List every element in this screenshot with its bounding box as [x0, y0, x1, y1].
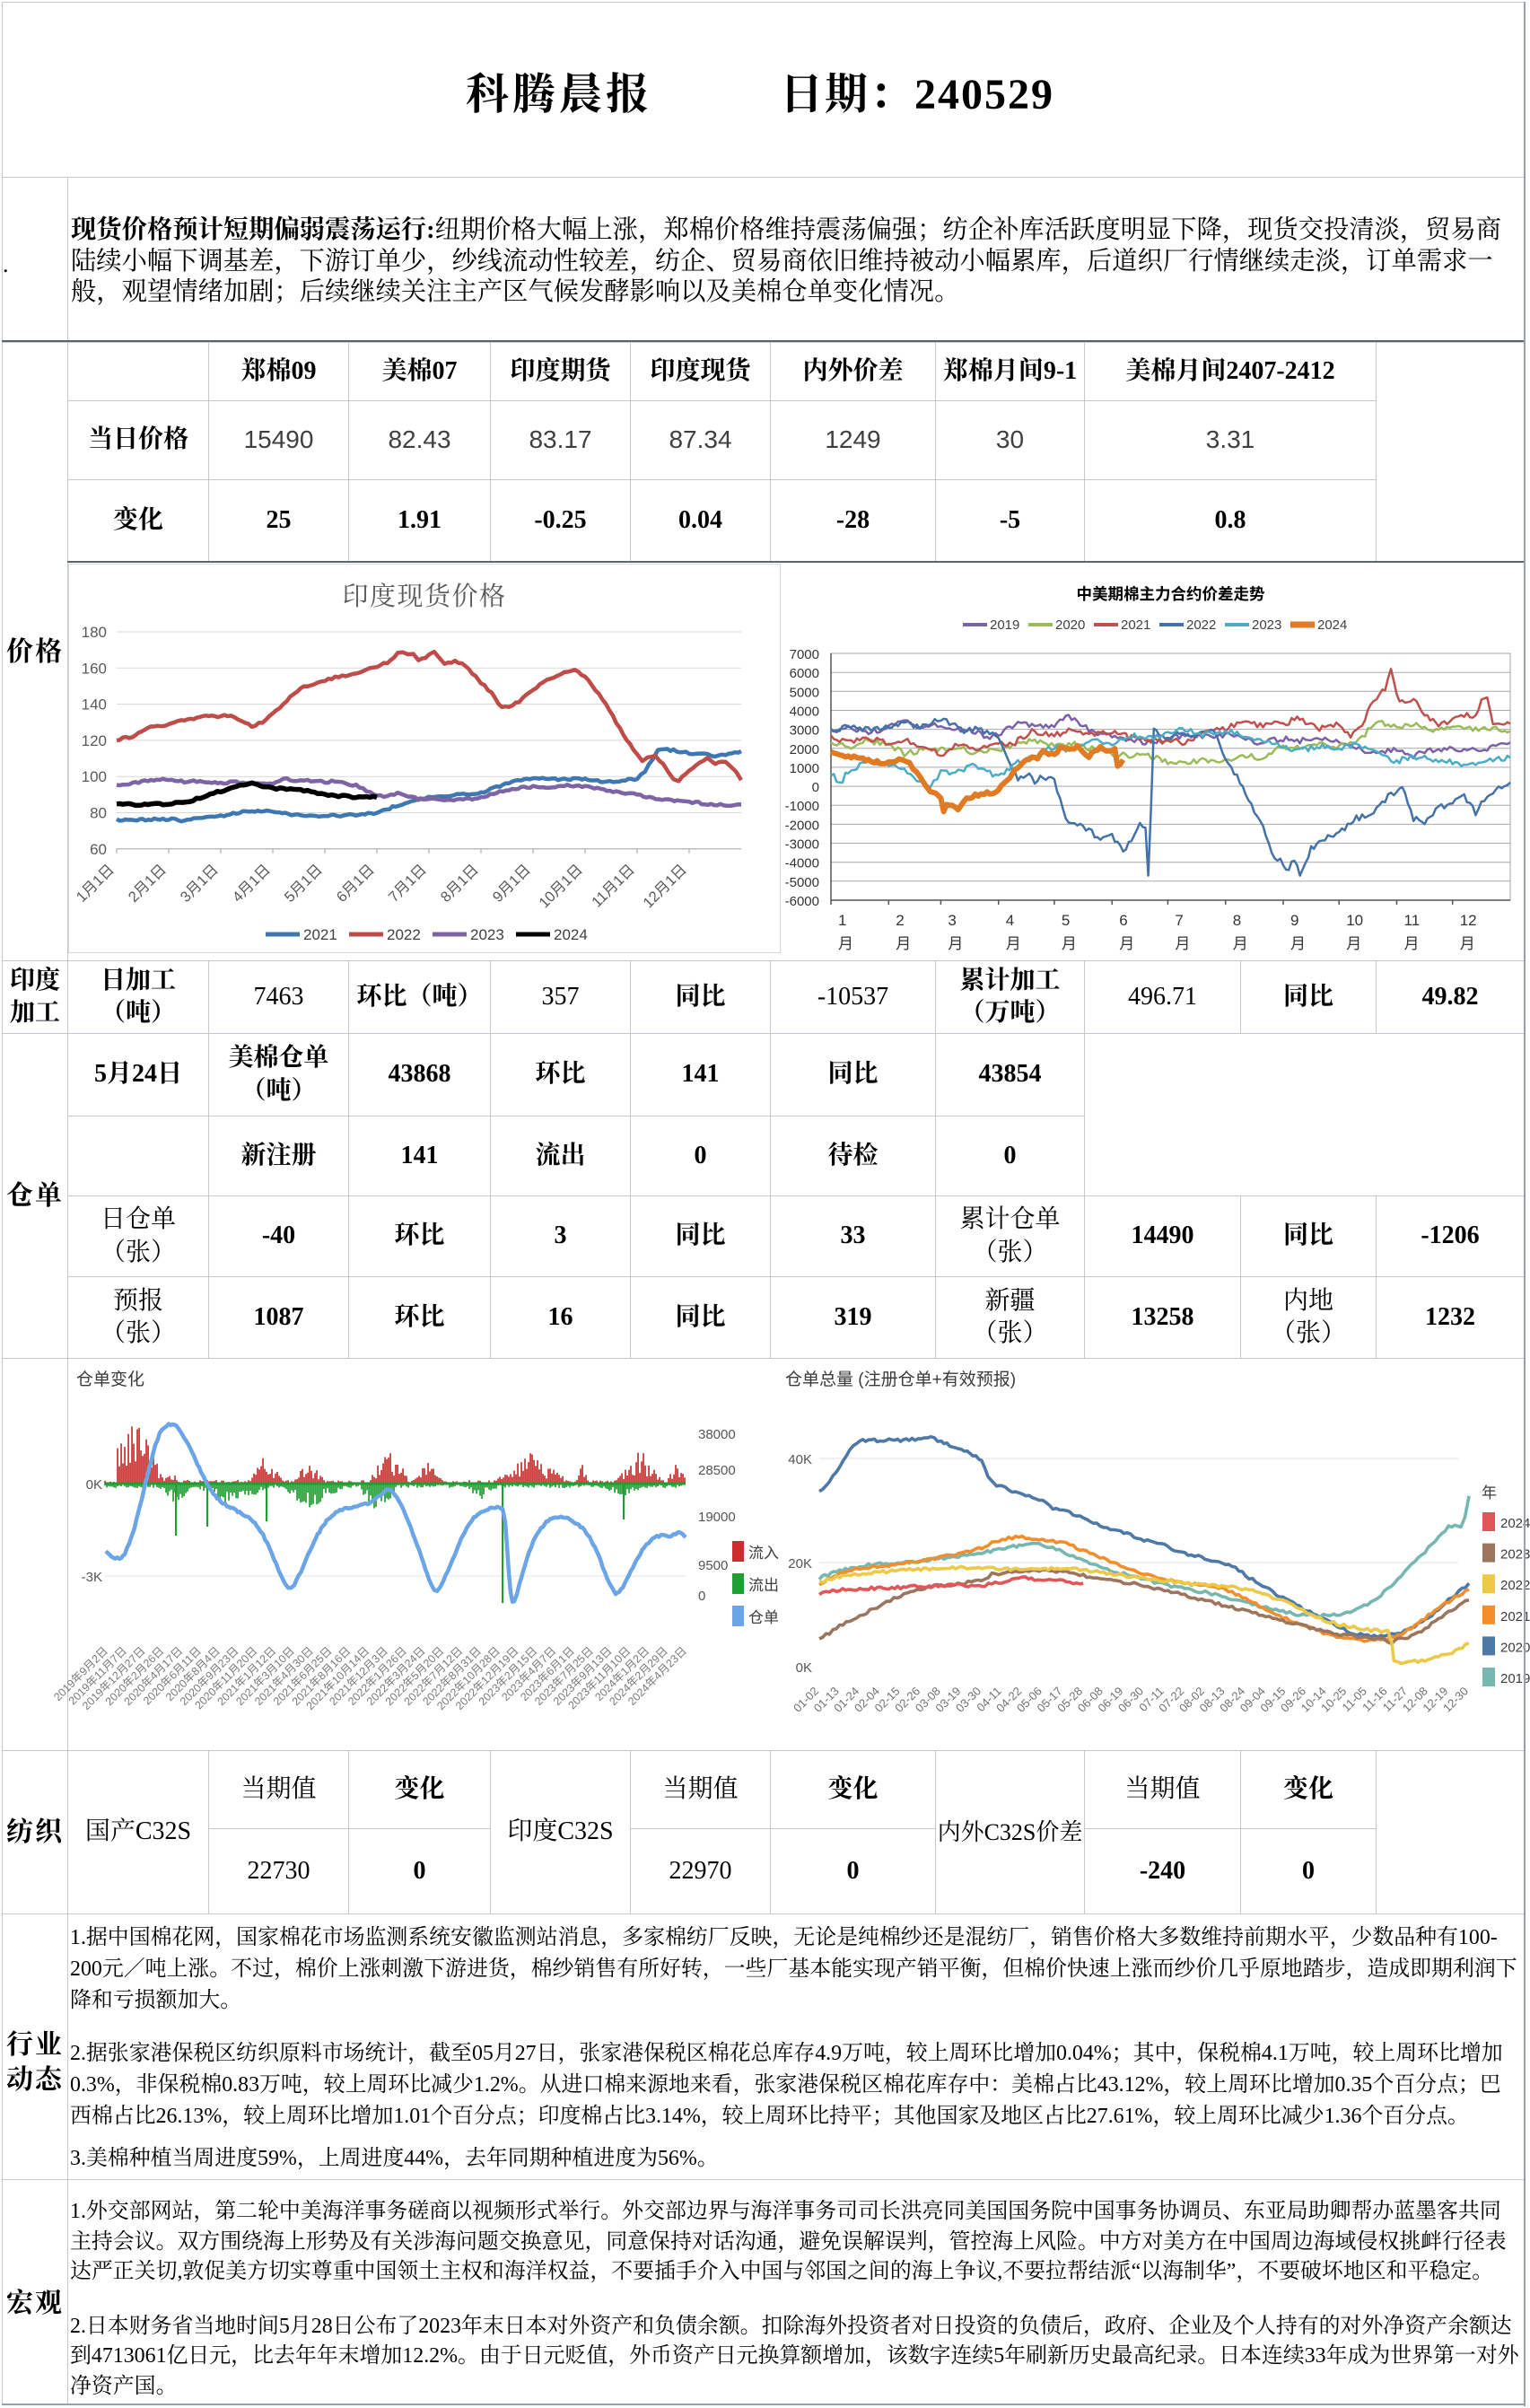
svg-text:2000: 2000: [790, 742, 819, 757]
svg-text:2023: 2023: [470, 926, 504, 943]
svg-text:印度现货价格: 印度现货价格: [342, 582, 506, 611]
svg-text:20K: 20K: [788, 1556, 812, 1572]
svg-text:11: 11: [1404, 912, 1421, 929]
svg-text:120: 120: [82, 732, 107, 749]
svg-text:中美期棉主力合约价差走势: 中美期棉主力合约价差走势: [1077, 585, 1265, 603]
svg-text:流出: 流出: [748, 1577, 779, 1594]
svg-text:月: 月: [1175, 935, 1190, 952]
svg-text:9500: 9500: [698, 1558, 728, 1573]
svg-text:6000: 6000: [790, 666, 819, 681]
svg-text:3: 3: [948, 912, 956, 929]
svg-text:-3K: -3K: [82, 1570, 102, 1585]
svg-text:5: 5: [1062, 912, 1070, 929]
svg-text:2023: 2023: [1500, 1547, 1530, 1563]
svg-text:2024: 2024: [1317, 617, 1347, 633]
svg-text:38000: 38000: [698, 1427, 736, 1442]
svg-text:1: 1: [838, 912, 846, 929]
svg-text:流入: 流入: [748, 1545, 779, 1562]
svg-text:仓单: 仓单: [748, 1609, 779, 1626]
svg-text:100: 100: [82, 768, 107, 785]
svg-text:0K: 0K: [796, 1660, 812, 1676]
svg-text:-3000: -3000: [785, 837, 819, 853]
svg-text:40K: 40K: [788, 1452, 812, 1467]
svg-text:月: 月: [1346, 935, 1361, 952]
svg-text:180: 180: [82, 624, 107, 641]
svg-text:-6000: -6000: [785, 894, 819, 909]
svg-text:12: 12: [1460, 912, 1477, 929]
svg-text:年: 年: [1482, 1484, 1497, 1502]
svg-text:2019: 2019: [1500, 1671, 1530, 1686]
svg-text:-1000: -1000: [785, 799, 819, 814]
svg-text:28500: 28500: [698, 1463, 736, 1478]
svg-text:2019: 2019: [990, 617, 1019, 633]
svg-text:2024: 2024: [1500, 1516, 1530, 1531]
svg-text:5000: 5000: [790, 685, 819, 700]
svg-text:6: 6: [1119, 912, 1127, 929]
svg-text:8: 8: [1233, 912, 1241, 929]
svg-text:3000: 3000: [790, 723, 819, 739]
svg-text:2022: 2022: [387, 926, 421, 943]
svg-text:7000: 7000: [790, 647, 819, 662]
svg-text:2021: 2021: [303, 926, 337, 943]
svg-text:-5000: -5000: [785, 875, 819, 890]
svg-text:仓单变化: 仓单变化: [76, 1370, 144, 1389]
svg-text:0: 0: [698, 1589, 705, 1604]
svg-text:月: 月: [948, 935, 963, 952]
svg-text:仓单总量 (注册仓单+有效预报): 仓单总量 (注册仓单+有效预报): [785, 1370, 1016, 1389]
svg-text:月: 月: [1062, 935, 1077, 952]
svg-text:4000: 4000: [790, 705, 819, 720]
svg-text:2022: 2022: [1500, 1578, 1530, 1593]
svg-text:2022: 2022: [1186, 617, 1216, 633]
svg-text:2021: 2021: [1121, 617, 1150, 633]
svg-text:10: 10: [1346, 912, 1363, 929]
svg-text:0: 0: [812, 780, 819, 795]
svg-text:月: 月: [1119, 935, 1134, 952]
svg-text:月: 月: [838, 935, 853, 952]
svg-text:2024: 2024: [554, 926, 588, 943]
svg-text:160: 160: [82, 660, 107, 677]
svg-text:月: 月: [1404, 935, 1420, 952]
svg-text:4: 4: [1006, 912, 1014, 929]
svg-text:月: 月: [1460, 935, 1475, 952]
svg-text:2023: 2023: [1252, 617, 1281, 633]
svg-text:-2000: -2000: [785, 818, 819, 833]
svg-text:2020: 2020: [1055, 617, 1085, 633]
svg-text:7: 7: [1175, 912, 1183, 929]
svg-text:2: 2: [896, 912, 904, 929]
svg-text:月: 月: [1006, 935, 1021, 952]
svg-text:月: 月: [1233, 935, 1248, 952]
svg-text:月: 月: [896, 935, 911, 952]
svg-text:2021: 2021: [1500, 1609, 1530, 1624]
svg-text:月: 月: [1290, 935, 1306, 952]
svg-text:0K: 0K: [86, 1477, 102, 1493]
svg-text:-4000: -4000: [785, 856, 819, 871]
svg-text:2020: 2020: [1500, 1640, 1530, 1655]
svg-text:140: 140: [82, 696, 107, 714]
svg-text:1000: 1000: [790, 761, 819, 776]
svg-text:60: 60: [90, 841, 107, 858]
svg-text:9: 9: [1290, 912, 1298, 929]
svg-text:80: 80: [90, 805, 107, 822]
svg-text:19000: 19000: [698, 1510, 736, 1525]
